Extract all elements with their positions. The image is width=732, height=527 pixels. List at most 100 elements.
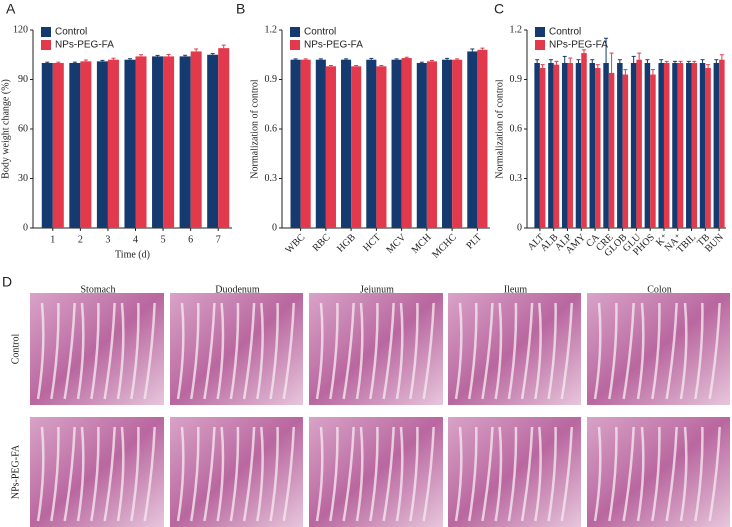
bar	[391, 59, 402, 229]
villus	[329, 426, 339, 522]
bar	[539, 67, 546, 228]
bar	[124, 59, 136, 229]
y-tick-label: 1.2	[265, 24, 278, 35]
villus	[63, 426, 76, 522]
villus	[355, 302, 364, 400]
villus	[355, 426, 364, 522]
villus	[665, 302, 678, 400]
x-tick-label: 5	[161, 234, 166, 245]
legend-label: Control	[55, 27, 87, 38]
bar	[69, 63, 81, 228]
villus	[395, 426, 404, 522]
villus	[329, 302, 339, 400]
villus	[608, 426, 618, 522]
villus	[593, 302, 602, 400]
bar	[290, 59, 301, 229]
villus	[242, 426, 256, 522]
row-label: NPs-PEG-FA	[10, 444, 21, 499]
villus	[679, 302, 688, 400]
x-tick-label: 3	[105, 234, 110, 245]
panel-label: B	[236, 1, 245, 17]
x-tick-label: WBC	[283, 232, 307, 256]
bar	[179, 56, 191, 229]
y-tick-label: 30	[18, 173, 28, 184]
bar	[207, 54, 219, 228]
villus	[694, 426, 704, 522]
villus	[454, 302, 463, 400]
y-tick-label: 0.3	[265, 173, 278, 184]
villus	[269, 302, 279, 400]
histology-image	[587, 417, 730, 527]
villus	[189, 302, 200, 400]
x-tick-label: MCHC	[430, 232, 459, 261]
bar	[589, 63, 596, 228]
bar	[426, 61, 437, 228]
x-tick-label: RBC	[311, 232, 333, 254]
histology-image	[170, 417, 303, 527]
villus	[315, 302, 324, 400]
legend-label: Control	[549, 27, 581, 38]
villus	[422, 302, 435, 400]
villus	[382, 302, 395, 400]
villus	[409, 426, 419, 522]
villus	[534, 302, 542, 400]
bar	[595, 67, 601, 228]
villus	[481, 302, 494, 400]
bar	[416, 63, 427, 228]
bar	[135, 56, 147, 229]
bar	[663, 63, 670, 228]
villus	[242, 302, 256, 400]
panel-label: D	[2, 274, 12, 290]
bar	[325, 66, 336, 228]
villus	[50, 302, 60, 400]
villus	[409, 302, 419, 400]
villus	[467, 426, 478, 522]
villus	[560, 302, 574, 400]
y-tick-label: 0	[23, 222, 28, 233]
bar	[622, 74, 629, 228]
y-tick-label: 0.9	[265, 74, 278, 85]
bar	[581, 53, 587, 228]
x-tick-label: HGB	[335, 232, 358, 255]
bar	[107, 59, 119, 229]
villus	[90, 302, 100, 400]
column-label: Stomach	[81, 284, 116, 295]
bar	[713, 63, 720, 228]
bar	[553, 64, 560, 229]
villus	[560, 426, 574, 522]
villus	[494, 426, 503, 522]
y-axis-label: Normalization of control	[249, 79, 260, 179]
villus	[216, 426, 225, 522]
bar	[705, 67, 711, 228]
villus	[282, 426, 296, 522]
villus	[622, 426, 635, 522]
bar	[152, 56, 164, 229]
x-tick-label: 7	[216, 234, 221, 245]
bar	[699, 63, 706, 228]
villus	[547, 302, 557, 400]
villus	[203, 302, 216, 400]
villus	[679, 426, 688, 522]
villus	[694, 302, 704, 400]
histology-image	[309, 417, 443, 527]
x-axis-label: Time (d)	[115, 249, 150, 260]
bar	[534, 63, 540, 228]
villus	[76, 302, 85, 400]
bar	[341, 59, 352, 229]
villus	[342, 302, 355, 400]
villus	[481, 426, 494, 522]
legend-label: Control	[304, 27, 336, 38]
histology-image	[448, 293, 581, 405]
villus	[520, 302, 534, 400]
y-axis-label: Body weight change (%)	[0, 79, 11, 179]
legend-label: NPs-PEG-FA	[304, 40, 363, 51]
villus	[103, 302, 116, 400]
bar	[548, 63, 554, 228]
column-label: Ileum	[504, 284, 528, 295]
legend-swatch	[41, 27, 51, 37]
histology-image	[30, 293, 164, 405]
villus	[90, 426, 100, 522]
bar	[636, 59, 642, 229]
